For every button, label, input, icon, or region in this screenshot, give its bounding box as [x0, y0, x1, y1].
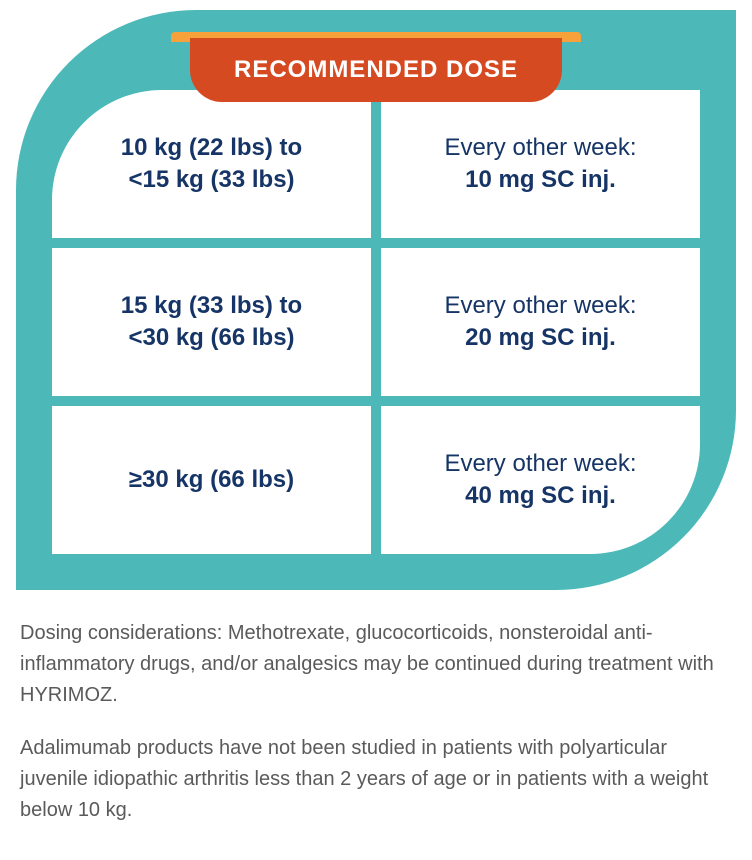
- table-row: Every other week: 40 mg SC inj.: [381, 406, 700, 554]
- recommended-dose-badge: RECOMMENDED DOSE: [190, 38, 562, 102]
- footnote-text: Adalimumab products have not been studie…: [20, 733, 732, 826]
- weight-range-line: ≥30 kg (66 lbs): [129, 464, 294, 496]
- weight-range-line: <30 kg (66 lbs): [128, 322, 294, 354]
- weight-range-line: 15 kg (33 lbs) to: [121, 290, 302, 322]
- dose-amount: 10 mg SC inj.: [465, 164, 616, 196]
- dose-table: 10 kg (22 lbs) to <15 kg (33 lbs) Every …: [52, 90, 700, 554]
- weight-range-line: 10 kg (22 lbs) to: [121, 132, 302, 164]
- dose-frequency: Every other week:: [444, 290, 636, 322]
- table-row: Every other week: 10 mg SC inj.: [381, 90, 700, 238]
- table-row: 15 kg (33 lbs) to <30 kg (66 lbs): [52, 248, 371, 396]
- dose-amount: 40 mg SC inj.: [465, 480, 616, 512]
- dose-frequency: Every other week:: [444, 132, 636, 164]
- weight-range-line: <15 kg (33 lbs): [128, 164, 294, 196]
- dose-frequency: Every other week:: [444, 448, 636, 480]
- table-row: ≥30 kg (66 lbs): [52, 406, 371, 554]
- dose-card: RECOMMENDED DOSE 10 kg (22 lbs) to <15 k…: [16, 10, 736, 590]
- table-row: Every other week: 20 mg SC inj.: [381, 248, 700, 396]
- dose-amount: 20 mg SC inj.: [465, 322, 616, 354]
- card-background: RECOMMENDED DOSE 10 kg (22 lbs) to <15 k…: [16, 10, 736, 590]
- table-row: 10 kg (22 lbs) to <15 kg (33 lbs): [52, 90, 371, 238]
- footnotes: Dosing considerations: Methotrexate, glu…: [16, 618, 736, 826]
- footnote-text: Dosing considerations: Methotrexate, glu…: [20, 618, 732, 711]
